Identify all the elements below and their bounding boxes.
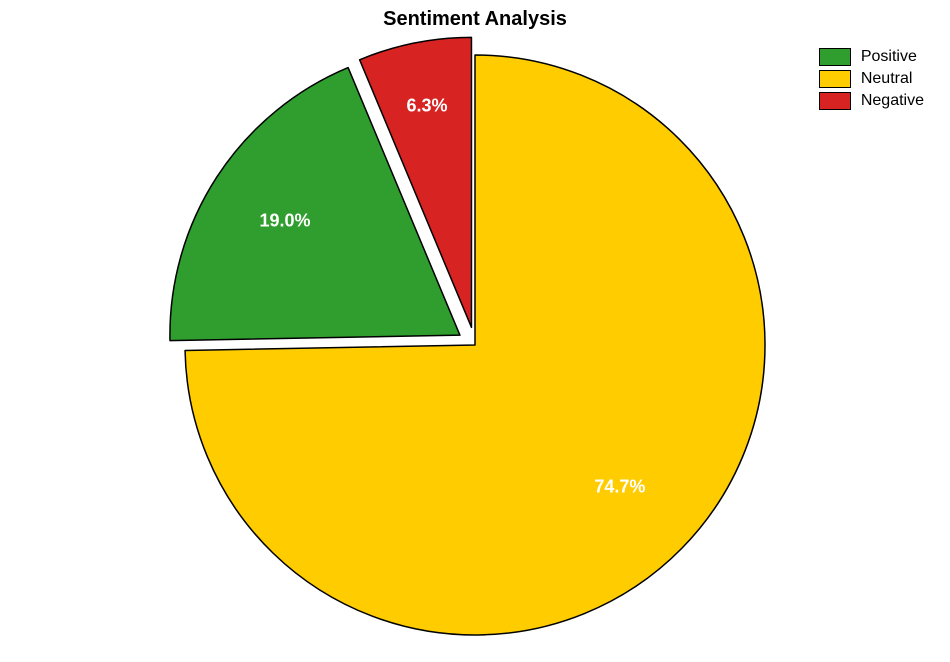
slice-label: 6.3% bbox=[406, 95, 447, 116]
pie-chart bbox=[0, 0, 950, 662]
legend-label: Positive bbox=[861, 48, 917, 66]
slice-label: 74.7% bbox=[594, 477, 645, 498]
legend-swatch bbox=[819, 92, 851, 110]
slice-label: 19.0% bbox=[260, 211, 311, 232]
legend-item: Negative bbox=[819, 92, 924, 110]
legend-swatch bbox=[819, 70, 851, 88]
legend-item: Positive bbox=[819, 48, 924, 66]
legend-item: Neutral bbox=[819, 70, 924, 88]
legend-label: Neutral bbox=[861, 70, 913, 88]
legend: Positive Neutral Negative bbox=[819, 48, 924, 114]
chart-container: Sentiment Analysis PositiveNeutralNegati… bbox=[0, 0, 950, 662]
legend-label: Negative bbox=[861, 92, 924, 110]
legend-swatch bbox=[819, 48, 851, 66]
